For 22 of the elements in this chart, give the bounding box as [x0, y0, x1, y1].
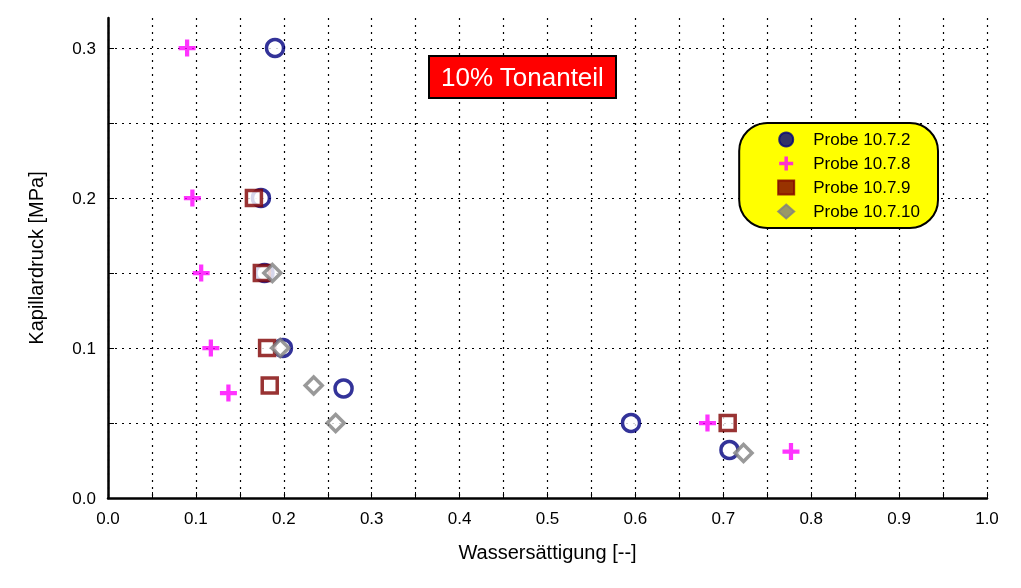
legend-label: Probe 10.7.9: [813, 178, 911, 197]
y-axis-title: Kapillardruck [MPa]: [25, 171, 47, 345]
y-tick-label: 0.2: [72, 188, 96, 208]
legend-label: Probe 10.7.10: [813, 202, 921, 221]
x-tick-label: 0.6: [623, 509, 648, 528]
legend-label: Probe 10.7.2: [813, 130, 911, 149]
x-tick-label: 0.8: [799, 509, 824, 528]
y-tick-label: 0.1: [72, 338, 96, 358]
text: 10% Tonanteil: [441, 62, 604, 92]
x-tick-label: 0.2: [271, 509, 296, 528]
x-axis-title: Wassersättigung [--]: [458, 541, 637, 563]
y-tick-label: 0.3: [72, 38, 96, 58]
x-tick-label: 0.1: [184, 509, 208, 528]
x-tick-label: 0.4: [447, 509, 472, 528]
x-tick-label: 0.5: [535, 509, 560, 528]
x-tick-label: 1.0: [975, 509, 999, 528]
x-tick-label: 0.7: [711, 509, 736, 528]
legend-label: Probe 10.7.8: [813, 154, 911, 173]
x-tick-label: 0.0: [96, 509, 120, 528]
x-tick-label: 0.3: [359, 509, 384, 528]
x-tick-label: 0.9: [887, 509, 911, 528]
y-tick-label: 0.0: [72, 488, 96, 508]
